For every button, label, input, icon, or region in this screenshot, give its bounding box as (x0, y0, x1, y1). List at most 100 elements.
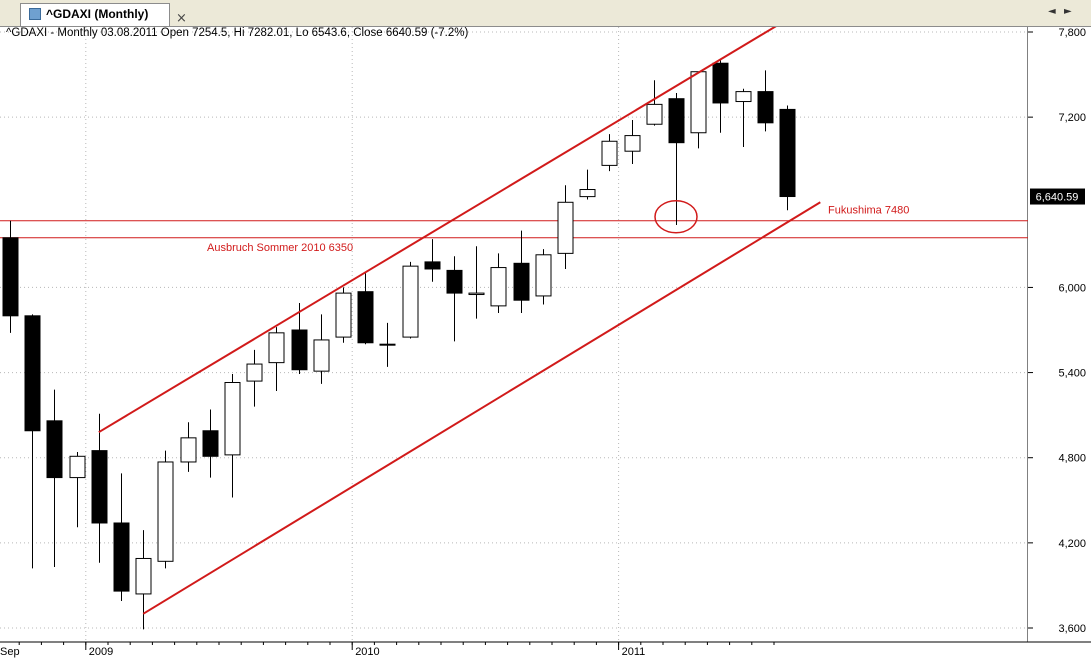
last-price-label: 6,640.59 (1036, 192, 1079, 204)
candle-body-down (291, 329, 308, 371)
candle-body-up (224, 382, 241, 456)
candle (46, 389, 63, 567)
x-tick-label: Sep (0, 646, 20, 658)
candle-body-up (335, 292, 352, 338)
y-tick-label: 5,400 (1058, 368, 1086, 380)
candle-body-down (2, 237, 19, 317)
candle (69, 452, 86, 528)
axis-layer: 3,600 4,200 4,800 5,400 6,000 7,200 7,800 Sep 20… (0, 27, 1091, 661)
last-price-box (1030, 188, 1085, 205)
candle-body-up (601, 140, 618, 166)
price-axis-panel (1028, 27, 1091, 661)
candle (313, 314, 330, 384)
candle (135, 530, 152, 630)
candle (157, 450, 174, 569)
candle (601, 134, 618, 172)
candle (579, 169, 596, 200)
candle-body-down (668, 98, 685, 144)
candle-body-up (135, 557, 152, 595)
x-tick-label: 2010 (355, 646, 379, 658)
candle (535, 249, 552, 305)
candle-body-up (313, 339, 330, 372)
chart-tab[interactable]: ^GDAXI (Monthly) × (20, 3, 187, 26)
candle-body-down (757, 91, 774, 124)
circle-marker (654, 199, 698, 234)
x-tick-label: 2009 (89, 646, 113, 658)
candle (490, 253, 507, 313)
candle-body-up (69, 455, 86, 479)
candle-body-up (579, 189, 596, 198)
candle-body-up (246, 363, 263, 382)
y-tick-label: 7,800 (1058, 27, 1086, 39)
candle (712, 60, 729, 133)
candle-body-down (46, 420, 63, 479)
candle (646, 80, 663, 126)
candle-body-down (779, 108, 796, 198)
candle-body-up (490, 267, 507, 307)
trend-channel-line (98, 27, 777, 434)
scroll-right-icon[interactable]: ► (1064, 6, 1072, 17)
labels-layer: Fukushima 7480 Ausbruch Sommer 2010 6350 6… (207, 188, 1085, 254)
candle (202, 409, 219, 478)
y-tick-label: 4,200 (1058, 538, 1086, 550)
candle (379, 322, 396, 367)
ohlc-info-line: ^GDAXI - Monthly 03.08.2011 Open 7254.5,… (6, 27, 469, 39)
tab-label: ^GDAXI (Monthly) (46, 7, 149, 21)
y-tick-label: 6,000 (1058, 282, 1086, 294)
tab-bar: ^GDAXI (Monthly) × ◄ ► (0, 0, 1091, 27)
chart-icon (29, 8, 41, 20)
candle (446, 256, 463, 342)
candle-body-down (446, 269, 463, 294)
candle (624, 119, 641, 164)
candle (468, 246, 485, 319)
candle-body-down (113, 522, 130, 592)
candle-body-up (557, 201, 574, 254)
tab-close-button[interactable]: × (176, 11, 187, 26)
trend-channel-line (142, 201, 821, 615)
grid-layer (0, 27, 1028, 642)
scroll-left-icon[interactable]: ◄ (1048, 6, 1056, 17)
candle (24, 314, 41, 569)
candle (291, 303, 308, 374)
candle-body-down (424, 261, 441, 270)
candle (180, 422, 197, 472)
candle (424, 239, 441, 282)
candle (224, 373, 241, 498)
candle-body-up (157, 461, 174, 562)
candle (246, 349, 263, 407)
candle (2, 220, 19, 333)
candle (757, 70, 774, 132)
fukushima-label: Fukushima 7480 (828, 205, 909, 217)
ausbruch-label: Ausbruch Sommer 2010 6350 (207, 242, 353, 254)
candle-body-down (712, 62, 729, 104)
candle-body-up (690, 71, 707, 134)
candle-body-down (357, 291, 374, 344)
candle (357, 273, 374, 345)
candle-body-up (379, 343, 396, 346)
x-tick-label: 2011 (622, 646, 646, 658)
candle (402, 261, 419, 339)
candle (779, 105, 796, 211)
time-axis-panel (0, 642, 1091, 661)
candle-body-down (91, 450, 108, 524)
candle-body-up (735, 91, 752, 103)
candle (113, 473, 130, 602)
candle (268, 327, 285, 392)
y-tick-label: 7,200 (1058, 112, 1086, 124)
candle-body-up (402, 265, 419, 338)
candle-body-up (180, 437, 197, 463)
y-tick-label: 4,800 (1058, 453, 1086, 465)
candle (690, 71, 707, 149)
horizontal-lines-layer (0, 220, 1028, 239)
candle-body-up (268, 332, 285, 364)
candle-body-up (624, 135, 641, 152)
candle-body-down (24, 315, 41, 432)
candlestick-chart[interactable]: 3,600 4,200 4,800 5,400 6,000 7,200 7,800 Sep 20… (0, 27, 1091, 661)
candle (668, 93, 685, 225)
candle-body-down (202, 430, 219, 457)
candle (513, 230, 530, 313)
candle-body-up (468, 292, 485, 296)
candle (735, 88, 752, 147)
candle (557, 185, 574, 269)
